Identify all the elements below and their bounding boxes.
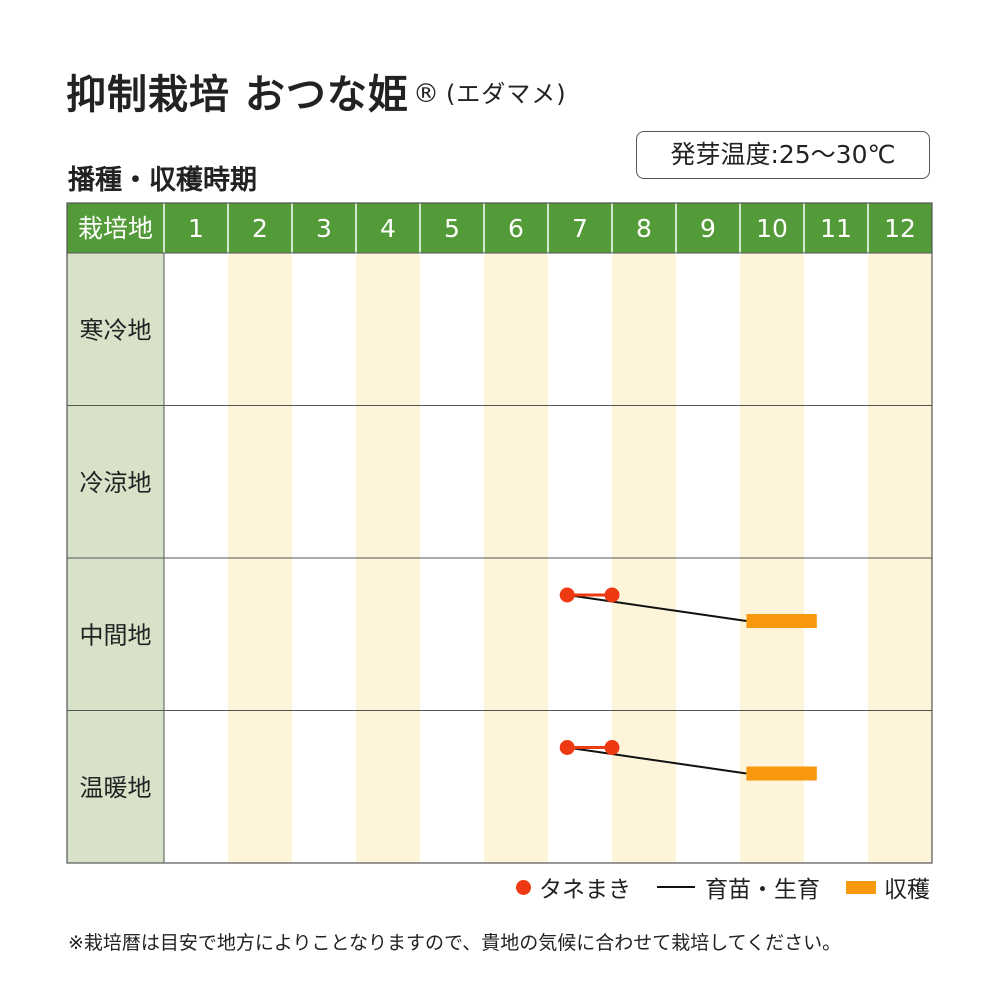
month-label: 7 (572, 214, 588, 243)
region-label: 冷涼地 (80, 469, 152, 497)
sowing-start-dot (559, 740, 575, 755)
harvest-bar-icon (846, 880, 876, 894)
legend-sowing-label: タネまき (539, 877, 631, 903)
legend-harvest: 収穫 (846, 870, 930, 904)
month-label: 12 (884, 214, 916, 243)
sowing-end-dot (604, 587, 620, 603)
month-label: 1 (188, 214, 204, 243)
harvest-bar (746, 766, 817, 781)
title-note: (エダマメ) (445, 80, 567, 108)
month-label: 4 (380, 214, 396, 243)
table-border (66, 202, 933, 864)
sowing-end-dot (604, 740, 620, 755)
month-label: 8 (636, 214, 652, 243)
growing-line (567, 594, 747, 622)
legend-harvest-label: 収穫 (884, 877, 930, 903)
page-title: 抑制栽培 おつな姫 ® (エダマメ) (66, 62, 567, 120)
region-label: 寒冷地 (80, 316, 152, 344)
growing-line-icon (657, 886, 695, 888)
registered-mark: ® (412, 79, 440, 109)
month-label: 2 (252, 214, 268, 243)
harvest-bar (746, 614, 817, 628)
title-text: 抑制栽培 おつな姫 (66, 72, 409, 118)
month-label: 6 (508, 214, 524, 243)
sowing-dot-icon (516, 879, 531, 895)
growing-line (567, 746, 747, 775)
germination-temperature-badge: 発芽温度:25〜30℃ (636, 131, 930, 179)
month-label: 11 (820, 214, 852, 243)
sowing-start-dot (559, 587, 575, 603)
month-label: 10 (756, 214, 788, 243)
footnote: ※栽培暦は目安で地方によりことなりますので、貴地の気候に合わせて栽培してください… (68, 932, 842, 954)
header-row-bg (67, 203, 932, 253)
month-label: 5 (444, 214, 460, 243)
legend-sowing: タネまき (516, 870, 631, 904)
month-label: 3 (316, 214, 332, 243)
chart-subtitle: 播種・収穫時期 (68, 165, 257, 196)
corner-label: 栽培地 (78, 214, 153, 243)
region-label: 温暖地 (80, 774, 152, 802)
month-label: 9 (700, 214, 716, 243)
legend-growing-label: 育苗・生育 (705, 877, 820, 903)
legend-growing: 育苗・生育 (657, 870, 820, 904)
legend: タネまき 育苗・生育 収穫 (490, 870, 930, 904)
region-label: 中間地 (80, 621, 152, 649)
